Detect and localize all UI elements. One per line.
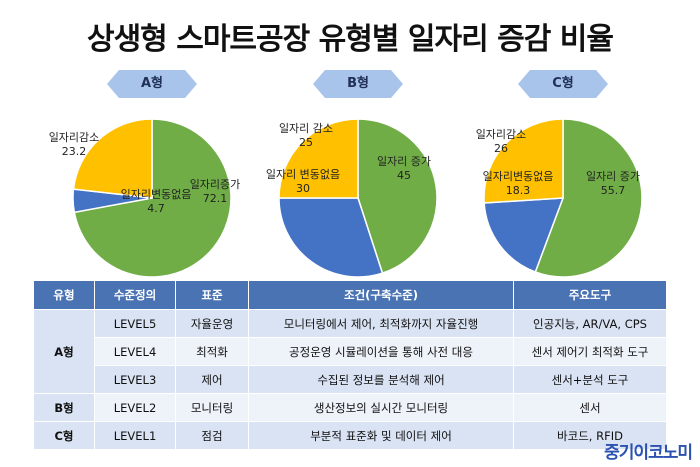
slice-label: 일자리 감소 bbox=[279, 121, 333, 135]
pie-slice bbox=[278, 118, 359, 199]
chart-title-badge: C형 bbox=[518, 70, 608, 98]
slice-label: 일자리증가 bbox=[190, 177, 241, 191]
type-cell: A형 bbox=[33, 309, 95, 394]
slice-label: 일자리변동없음 bbox=[483, 169, 554, 183]
type-cell: C형 bbox=[33, 421, 95, 450]
tools-cell: 센서 bbox=[513, 393, 667, 422]
chart-title: A형 bbox=[140, 76, 164, 91]
header-condition: 조건(구축수준) bbox=[248, 280, 514, 310]
table-row: C형 LEVEL1 점검 부분적 표준화 및 데이터 제어 바코드, RFID bbox=[33, 421, 667, 450]
header-standard: 표준 bbox=[175, 280, 249, 310]
tools-cell: 센서+분석 도구 bbox=[513, 365, 667, 394]
chart-title-badge: A형 bbox=[107, 70, 197, 98]
chart-title: B형 bbox=[347, 76, 369, 91]
slice-value: 25 bbox=[299, 136, 313, 149]
pie-slice bbox=[483, 118, 564, 204]
level-cell: LEVEL5 bbox=[94, 309, 176, 338]
level-cell: LEVEL4 bbox=[94, 337, 176, 366]
table-row: A형 LEVEL5 자율운영 모니터링에서 제어, 최적화까지 자율진행 인공지능, A… bbox=[33, 309, 667, 394]
level-table: 유형 수준정의 표준 조건(구축수준) 주요도구 A형 LEVEL5 자율운영 모니터… bbox=[33, 280, 667, 450]
slice-label: 일자리감소 bbox=[476, 127, 527, 141]
slice-label: 일자리 증가 bbox=[586, 169, 640, 183]
slice-value: 23.2 bbox=[62, 145, 87, 158]
condition-cell: 생산정보의 실시간 모니터링 bbox=[248, 393, 514, 422]
pie-slice bbox=[357, 118, 438, 275]
condition-cell: 부분적 표준화 및 데이터 제어 bbox=[248, 421, 514, 450]
slice-value: 72.1 bbox=[203, 192, 228, 205]
standard-cell: 자율운영 bbox=[175, 309, 249, 338]
slice-value: 30 bbox=[296, 182, 310, 195]
pie-slice bbox=[278, 197, 384, 278]
standard-cell: 제어 bbox=[175, 365, 249, 394]
level-cell: LEVEL1 bbox=[94, 421, 176, 450]
brand-logo: 중기이코노미 bbox=[604, 443, 693, 463]
standard-cell: 점검 bbox=[175, 421, 249, 450]
table-header-row: 유형 수준정의 표준 조건(구축수준) 주요도구 bbox=[33, 280, 667, 310]
type-cell: B형 bbox=[33, 393, 95, 422]
pie-slice bbox=[483, 197, 565, 273]
slice-value: 55.7 bbox=[601, 184, 626, 197]
slice-value: 26 bbox=[494, 142, 508, 155]
chart-title-badge: B형 bbox=[313, 70, 403, 98]
pie-slice bbox=[72, 118, 153, 199]
level-cell: LEVEL3 bbox=[94, 365, 176, 394]
slice-label: 일자리변동없음 bbox=[121, 187, 192, 201]
table-row: B형 LEVEL2 모니터링 생산정보의 실시간 모니터링 센서 bbox=[33, 393, 667, 422]
header-type: 유형 bbox=[33, 280, 95, 310]
header-tools: 주요도구 bbox=[513, 280, 667, 310]
slice-value: 18.3 bbox=[506, 184, 531, 197]
slice-label: 일자리 증가 bbox=[377, 154, 431, 168]
slice-label: 일자리 변동없음 bbox=[266, 167, 340, 181]
chart-title: C형 bbox=[552, 76, 574, 91]
table-row: LEVEL4 최적화 공정운영 시뮬레이션을 통해 사전 대응 센서 제어기 최적화 … bbox=[34, 337, 667, 366]
slice-value: 4.7 bbox=[147, 202, 165, 215]
page-title: 상생형 스마트공장 유형별 일자리 증감 비율 bbox=[86, 22, 614, 57]
header-level: 수준정의 bbox=[94, 280, 176, 310]
table-row: LEVEL3 제어 수집된 정보를 분석해 제어 센서+분석 도구 bbox=[34, 365, 667, 394]
standard-cell: 최적화 bbox=[175, 337, 249, 366]
condition-cell: 수집된 정보를 분석해 제어 bbox=[248, 365, 514, 394]
level-cell: LEVEL2 bbox=[94, 393, 176, 422]
standard-cell: 모니터링 bbox=[175, 393, 249, 422]
slice-value: 45 bbox=[397, 169, 411, 182]
tools-cell: 인공지능, AR/VA, CPS bbox=[513, 309, 667, 338]
tools-cell: 센서 제어기 최적화 도구 bbox=[513, 337, 667, 366]
condition-cell: 모니터링에서 제어, 최적화까지 자율진행 bbox=[248, 309, 514, 338]
condition-cell: 공정운영 시뮬레이션을 통해 사전 대응 bbox=[248, 337, 514, 366]
pie-slice bbox=[534, 118, 643, 278]
tools-cell: 바코드, RFID bbox=[513, 421, 667, 450]
slice-label: 일자리감소 bbox=[49, 130, 100, 144]
